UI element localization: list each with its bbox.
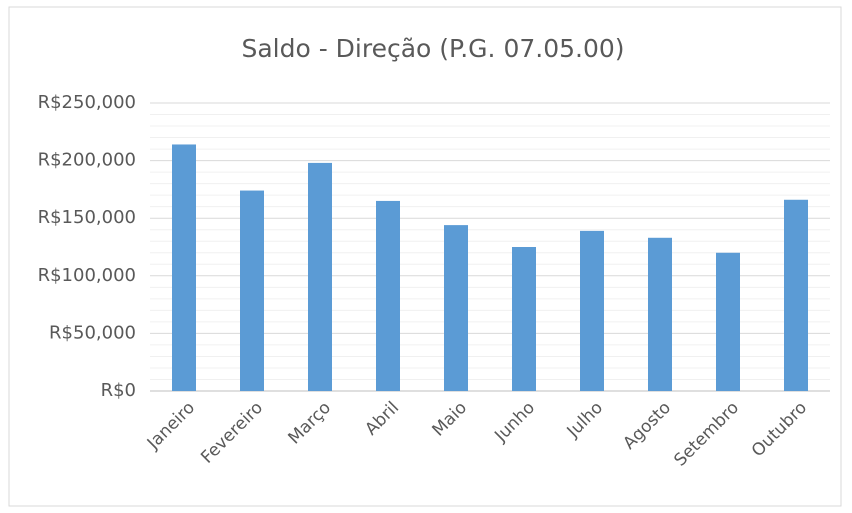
chart-title: Saldo - Direção (P.G. 07.05.00) [241, 34, 624, 63]
y-tick-label: R$0 [101, 380, 136, 401]
bar [444, 225, 468, 391]
bar [172, 144, 196, 391]
bar [240, 190, 264, 391]
bar [512, 247, 536, 391]
bar [308, 162, 332, 391]
bar [716, 252, 740, 391]
y-tick-label: R$100,000 [38, 265, 136, 286]
y-tick-label: R$50,000 [49, 322, 136, 343]
chart-border [8, 6, 842, 507]
y-tick-label: R$250,000 [38, 92, 136, 113]
bar [580, 230, 604, 391]
bar [784, 199, 808, 391]
y-tick-label: R$150,000 [38, 207, 136, 228]
bar [648, 237, 672, 391]
bar [376, 200, 400, 391]
y-tick-label: R$200,000 [38, 150, 136, 171]
